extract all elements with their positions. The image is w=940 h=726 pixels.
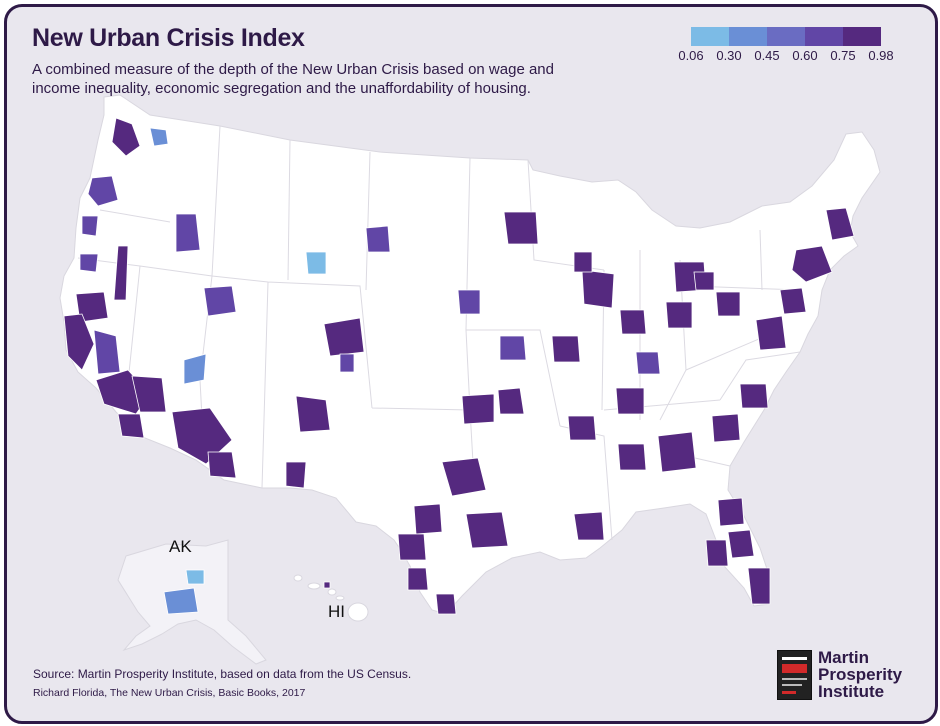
legend-tick: 0.30: [716, 48, 742, 63]
logo-line-1: Martin: [818, 648, 869, 667]
metro-region: [461, 393, 495, 425]
metro-region: [79, 253, 99, 273]
metro-region: [747, 567, 771, 605]
credit-note: Richard Florida, The New Urban Crisis, B…: [33, 687, 306, 699]
legend-bar: [691, 27, 881, 46]
metro-region: [81, 215, 99, 237]
legend-tick: 0.98: [868, 48, 894, 63]
metro-region: [323, 581, 331, 589]
metro-region: [457, 289, 481, 315]
hawaii: [293, 574, 369, 622]
metro-region: [203, 285, 237, 317]
us-mainland: [59, 94, 881, 615]
metro-region: [441, 457, 487, 497]
map-title: New Urban Crisis Index: [32, 24, 305, 52]
metro-region: [285, 461, 307, 489]
metro-region: [93, 329, 121, 375]
legend-tick: 0.75: [830, 48, 856, 63]
metro-region: [715, 291, 741, 317]
legend-tick: 0.60: [792, 48, 818, 63]
metro-region: [573, 511, 605, 541]
metro-region: [727, 529, 755, 559]
logo-text: Martin Prosperity Institute: [818, 649, 902, 700]
metro-region: [499, 335, 527, 361]
metro-region: [207, 451, 237, 479]
legend-swatch: [805, 27, 843, 46]
metro-region: [413, 503, 443, 535]
legend-swatch: [691, 27, 729, 46]
metro-region: [111, 117, 141, 157]
metro-region: [717, 497, 745, 527]
metro-region: [163, 587, 199, 615]
metro-region: [825, 207, 855, 241]
hawaii-label: HI: [328, 602, 345, 621]
metro-region: [397, 533, 427, 561]
metro-region: [567, 415, 597, 441]
metro-region: [407, 567, 429, 591]
metro-region: [573, 251, 593, 273]
metro-region: [503, 211, 539, 245]
metro-region: [635, 351, 661, 375]
metro-region: [87, 175, 119, 207]
legend-swatch: [843, 27, 881, 46]
metro-region: [619, 309, 647, 335]
legend-ticks: 0.06 0.30 0.45 0.60 0.75 0.98: [678, 48, 893, 66]
metro-region: [365, 225, 391, 253]
metro-region: [75, 291, 109, 323]
metro-region: [465, 511, 509, 549]
metro-region: [665, 301, 693, 329]
metro-region: [183, 353, 207, 385]
logo-line-3: Institute: [818, 682, 885, 701]
metro-region: [149, 127, 169, 147]
metro-region: [323, 317, 365, 357]
legend-swatch: [767, 27, 805, 46]
metro-areas: [63, 117, 855, 615]
legend-tick: 0.06: [678, 48, 704, 63]
book-cover-icon: [777, 650, 812, 700]
metro-region: [185, 569, 205, 585]
metro-region: [497, 387, 525, 415]
metro-region: [113, 245, 129, 301]
metro-region: [551, 335, 581, 363]
map-subtitle: A combined measure of the depth of the N…: [32, 61, 554, 97]
metro-region: [693, 271, 715, 291]
metro-region: [175, 213, 201, 253]
metro-region: [339, 353, 355, 373]
metro-region: [739, 383, 769, 409]
metro-region: [779, 287, 807, 315]
metro-region: [295, 395, 331, 433]
metro-region: [711, 413, 741, 443]
metro-region: [63, 313, 95, 371]
legend-swatch: [729, 27, 767, 46]
metro-region: [791, 245, 833, 283]
logo-line-2: Prosperity: [818, 665, 903, 684]
metro-region: [131, 375, 167, 413]
metro-region: [305, 251, 327, 275]
alaska-label: AK: [169, 537, 192, 556]
institute-logo: Martin Prosperity Institute: [777, 649, 917, 704]
metro-region: [581, 269, 615, 309]
source-note: Source: Martin Prosperity Institute, bas…: [33, 667, 412, 681]
metro-region: [615, 387, 645, 415]
metro-region: [755, 315, 787, 351]
metro-region: [617, 443, 647, 471]
metro-region: [435, 593, 457, 615]
legend: 0.06 0.30 0.45 0.60 0.75 0.98: [678, 27, 894, 66]
metro-region: [117, 413, 145, 439]
metro-region: [657, 431, 697, 473]
metro-region: [705, 539, 729, 567]
legend-tick: 0.45: [754, 48, 780, 63]
